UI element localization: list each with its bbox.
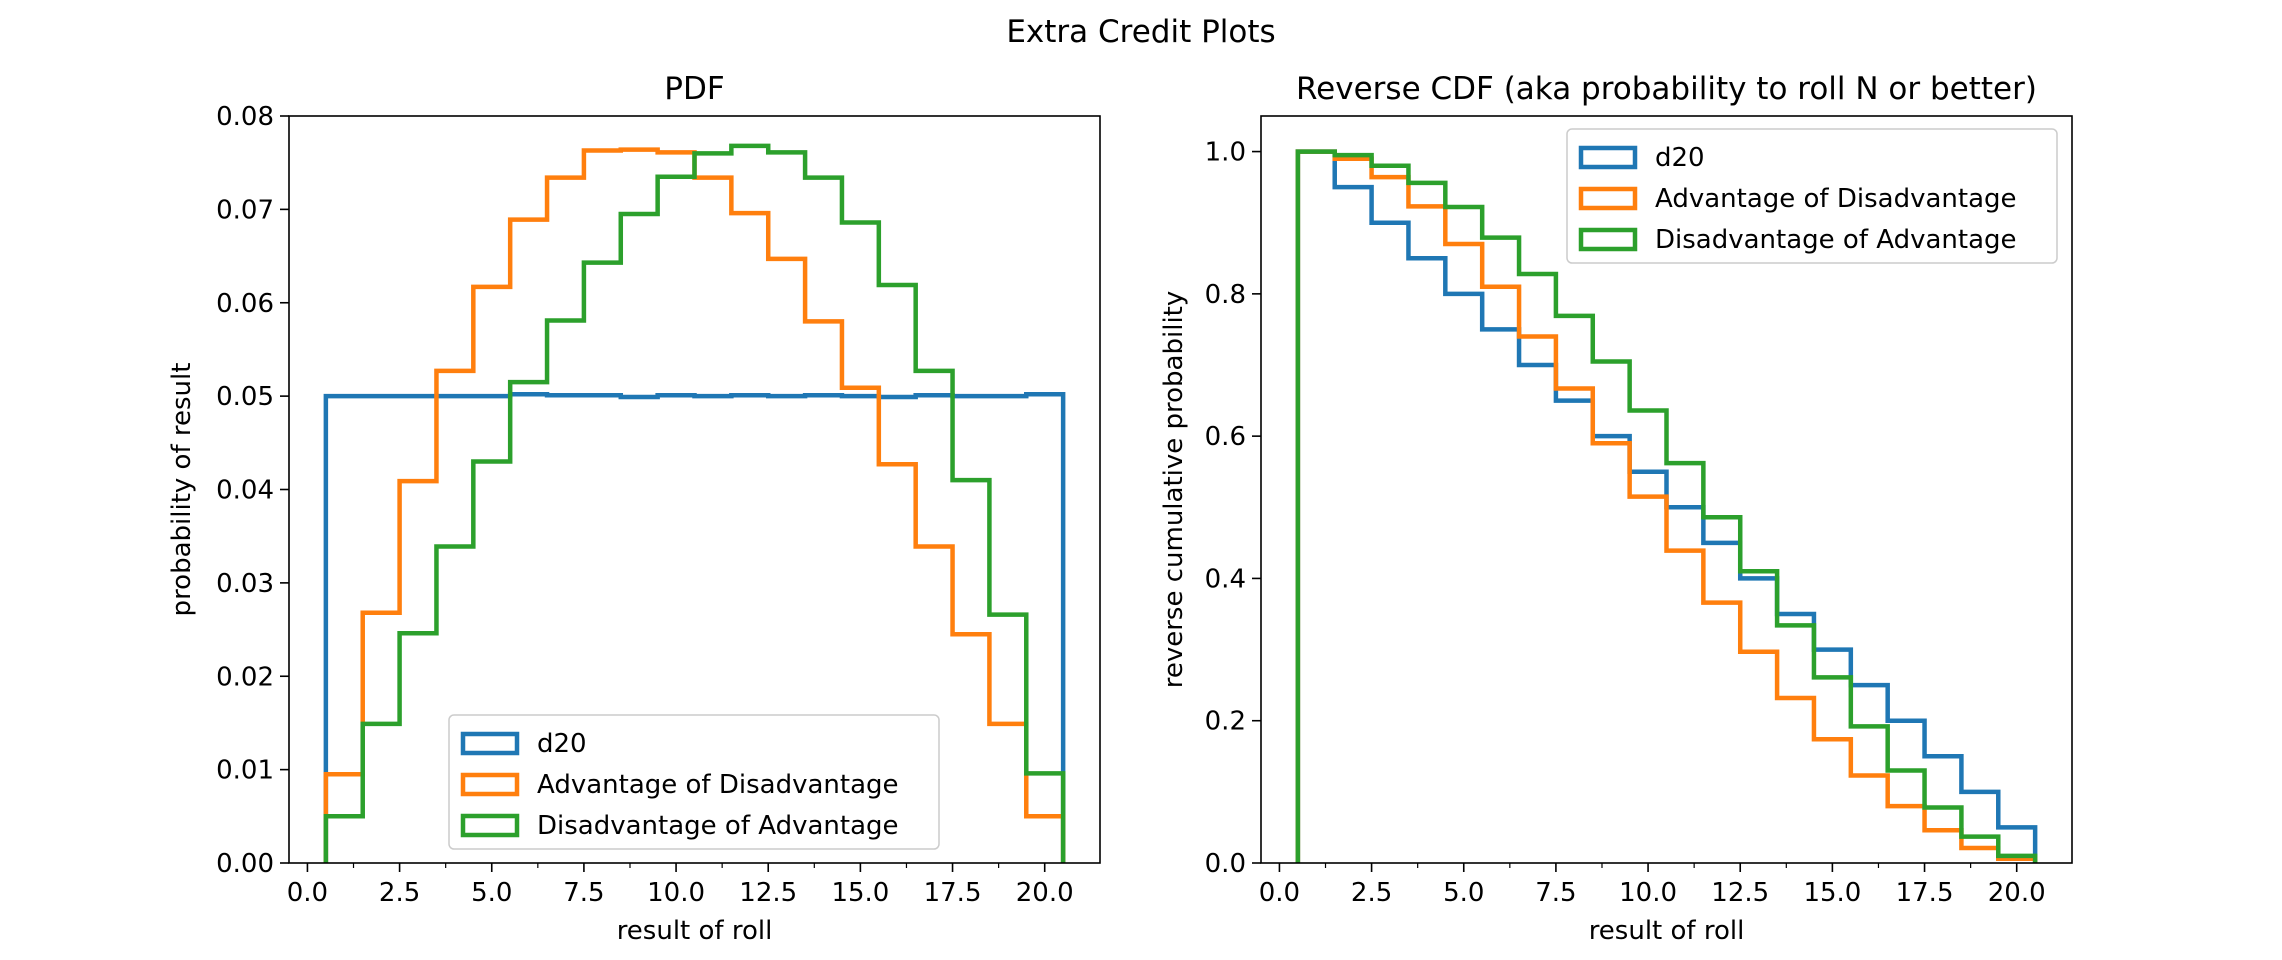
x-tick-label: 17.5 (924, 878, 982, 908)
x-tick-label: 15.0 (1803, 878, 1861, 908)
chart-title: Reverse CDF (aka probability to roll N o… (1296, 71, 2037, 107)
x-tick-label: 2.5 (1351, 878, 1392, 908)
figure-title: Extra Credit Plots (1006, 14, 1275, 50)
x-tick-label: 2.5 (379, 878, 420, 908)
legend-swatch (460, 813, 520, 838)
x-tick-label: 0.0 (1259, 878, 1300, 908)
legend-label: d20 (537, 729, 587, 759)
x-tick-label: 12.5 (739, 878, 797, 908)
y-tick-label: 0.07 (216, 195, 274, 225)
y-tick-label: 0.01 (216, 756, 274, 786)
x-tick-label: 15.0 (831, 878, 889, 908)
legend-box (448, 714, 940, 850)
x-axis-label: result of roll (1589, 916, 1745, 946)
legend-swatch (1578, 227, 1638, 252)
x-tick-label: 10.0 (1619, 878, 1677, 908)
x-tick-label: 20.0 (1016, 878, 1074, 908)
series-line-3 (323, 143, 1066, 863)
x-tick-label: 5.0 (471, 878, 512, 908)
x-tick-label: 20.0 (1988, 878, 2046, 908)
y-tick-label: 0.04 (216, 476, 274, 506)
y-tick-label: 0.2 (1205, 707, 1246, 737)
x-axis-label: result of roll (617, 916, 773, 946)
x-tick-label: 0.0 (287, 878, 328, 908)
y-tick-label: 0.02 (216, 662, 274, 692)
y-tick-label: 0.8 (1205, 280, 1246, 310)
legend: d20 Advantage of Disadvantage Disadvantage… (1566, 128, 2058, 264)
x-tick-label: 7.5 (1535, 878, 1576, 908)
y-tick-label: 0.4 (1205, 564, 1246, 594)
y-axis-label: reverse cumulative probability (1159, 291, 1189, 689)
legend-swatch (460, 731, 520, 756)
x-tick-label: 17.5 (1896, 878, 1954, 908)
legend-swatch (1578, 145, 1638, 170)
y-tick-label: 0.6 (1205, 422, 1246, 452)
y-axis-label: probability of result (167, 363, 197, 617)
y-tick-label: 0.05 (216, 382, 274, 412)
legend-label: Advantage of Disadvantage (537, 770, 899, 800)
y-tick-label: 0.08 (216, 102, 274, 132)
chart-panel-2: 0.0 2.5 5.0 7.5 10.0 12.5 15.0 17.5 20.0 0.0 0.2 0.… (1159, 71, 2073, 946)
y-tick-label: 0.06 (216, 289, 274, 319)
series-line-1 (1295, 149, 2038, 863)
x-tick-label: 12.5 (1711, 878, 1769, 908)
legend-label: Disadvantage of Advantage (537, 811, 899, 841)
series-line-2 (1295, 149, 2038, 863)
legend-label: Advantage of Disadvantage (1655, 184, 2017, 214)
x-tick-label: 10.0 (647, 878, 705, 908)
legend-swatch (460, 772, 520, 797)
legend-swatch (1578, 186, 1638, 211)
legend: d20 Advantage of Disadvantage Disadvantage… (448, 714, 940, 850)
chart-title: PDF (664, 71, 724, 107)
legend-box (1566, 128, 2058, 264)
y-tick-label: 0.0 (1205, 849, 1246, 879)
y-tick-label: 1.0 (1205, 138, 1246, 168)
axes-frame (1260, 115, 2073, 864)
legend-label: d20 (1655, 143, 1705, 173)
x-tick-label: 5.0 (1443, 878, 1484, 908)
chart-panel-1: 0.0 2.5 5.0 7.5 10.0 12.5 15.0 17.5 20.0 0.00 0.01… (167, 71, 1101, 946)
y-tick-label: 0.00 (216, 849, 274, 879)
series-line-3 (1295, 149, 2038, 863)
legend-label: Disadvantage of Advantage (1655, 225, 2017, 255)
y-tick-label: 0.03 (216, 569, 274, 599)
x-tick-label: 7.5 (563, 878, 604, 908)
